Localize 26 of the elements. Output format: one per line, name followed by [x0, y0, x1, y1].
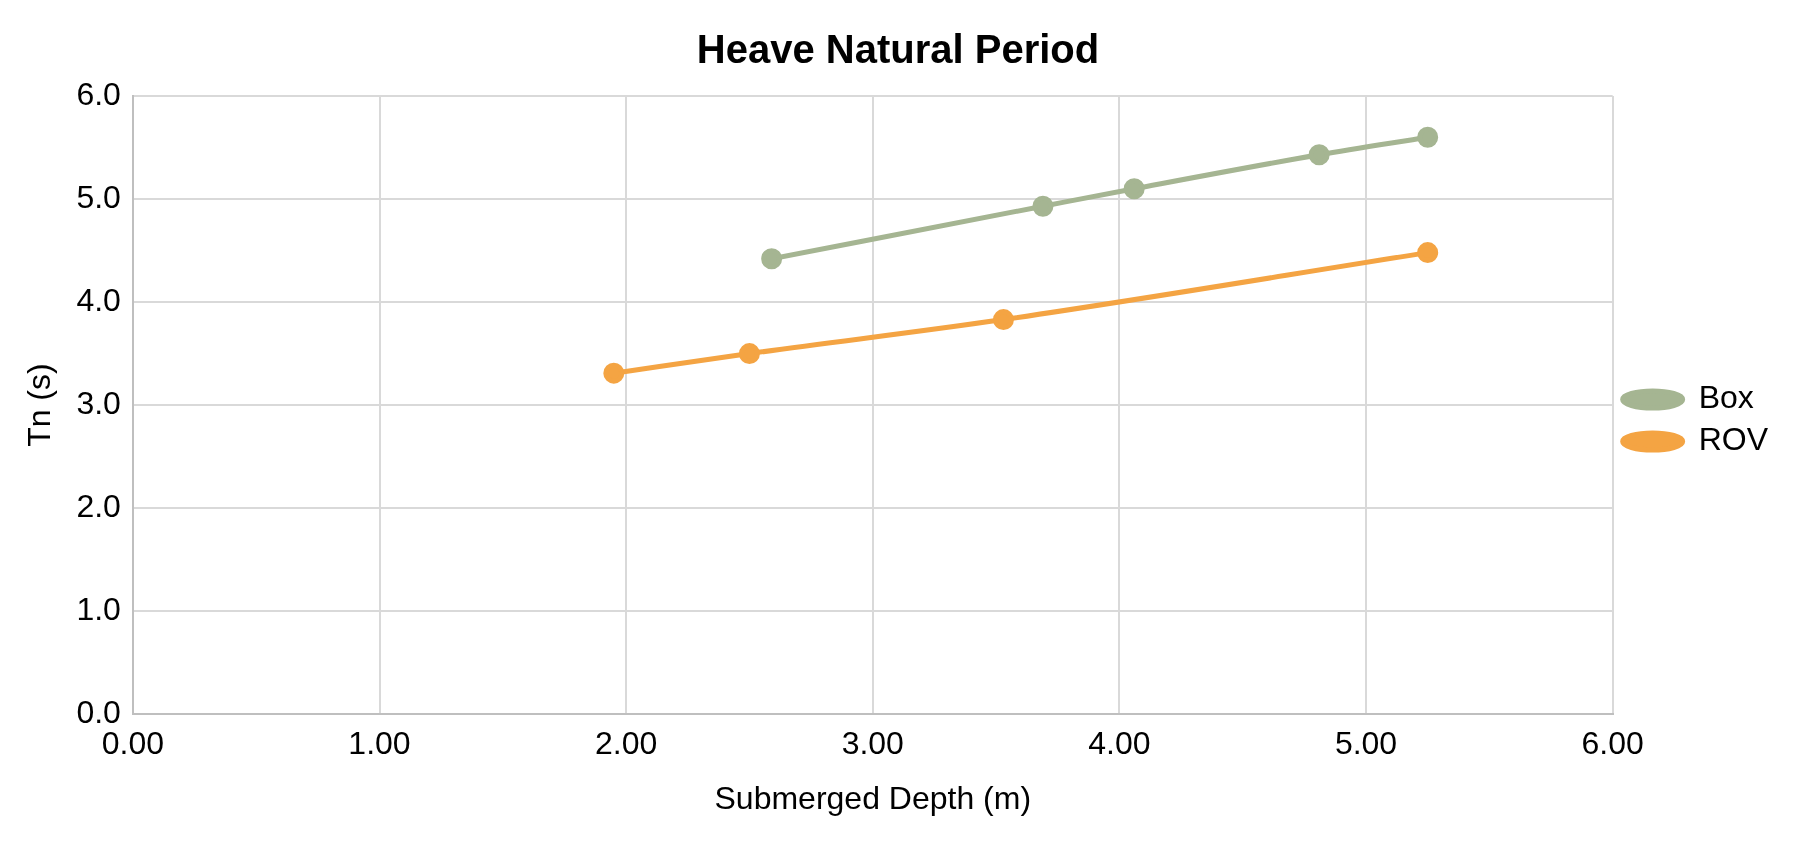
- y-tick-label: 5.0: [76, 178, 121, 215]
- x-tick-label: 3.00: [841, 725, 904, 762]
- point: [738, 343, 760, 365]
- point: [1417, 126, 1439, 148]
- point: [1032, 195, 1054, 217]
- x-axis-title: Submerged Depth (m): [714, 779, 1032, 816]
- legend-label: Box: [1698, 379, 1754, 416]
- point: [761, 248, 783, 270]
- x-tick-label: 6.00: [1581, 725, 1644, 762]
- chart-title: Heave Natural Period: [696, 27, 1100, 72]
- x-tick-label: 2.00: [595, 725, 658, 762]
- point: [1417, 242, 1439, 264]
- y-tick-label: 4.0: [76, 281, 121, 318]
- x-tick-label: 5.00: [1334, 725, 1398, 762]
- point: [603, 362, 625, 384]
- point: [992, 309, 1014, 331]
- y-tick-label: 2.0: [76, 487, 121, 524]
- point: [1308, 144, 1330, 166]
- y-axis-title: Tn (s): [21, 363, 58, 447]
- y-tick-label: 3.0: [76, 384, 121, 421]
- y-tick-label: 6.0: [76, 75, 121, 112]
- x-tick-label: 4.00: [1088, 725, 1151, 762]
- legend-label: ROV: [1698, 421, 1769, 458]
- point: [1123, 178, 1145, 200]
- x-tick-label: 1.00: [348, 725, 411, 762]
- y-tick-label: 1.0: [76, 590, 121, 627]
